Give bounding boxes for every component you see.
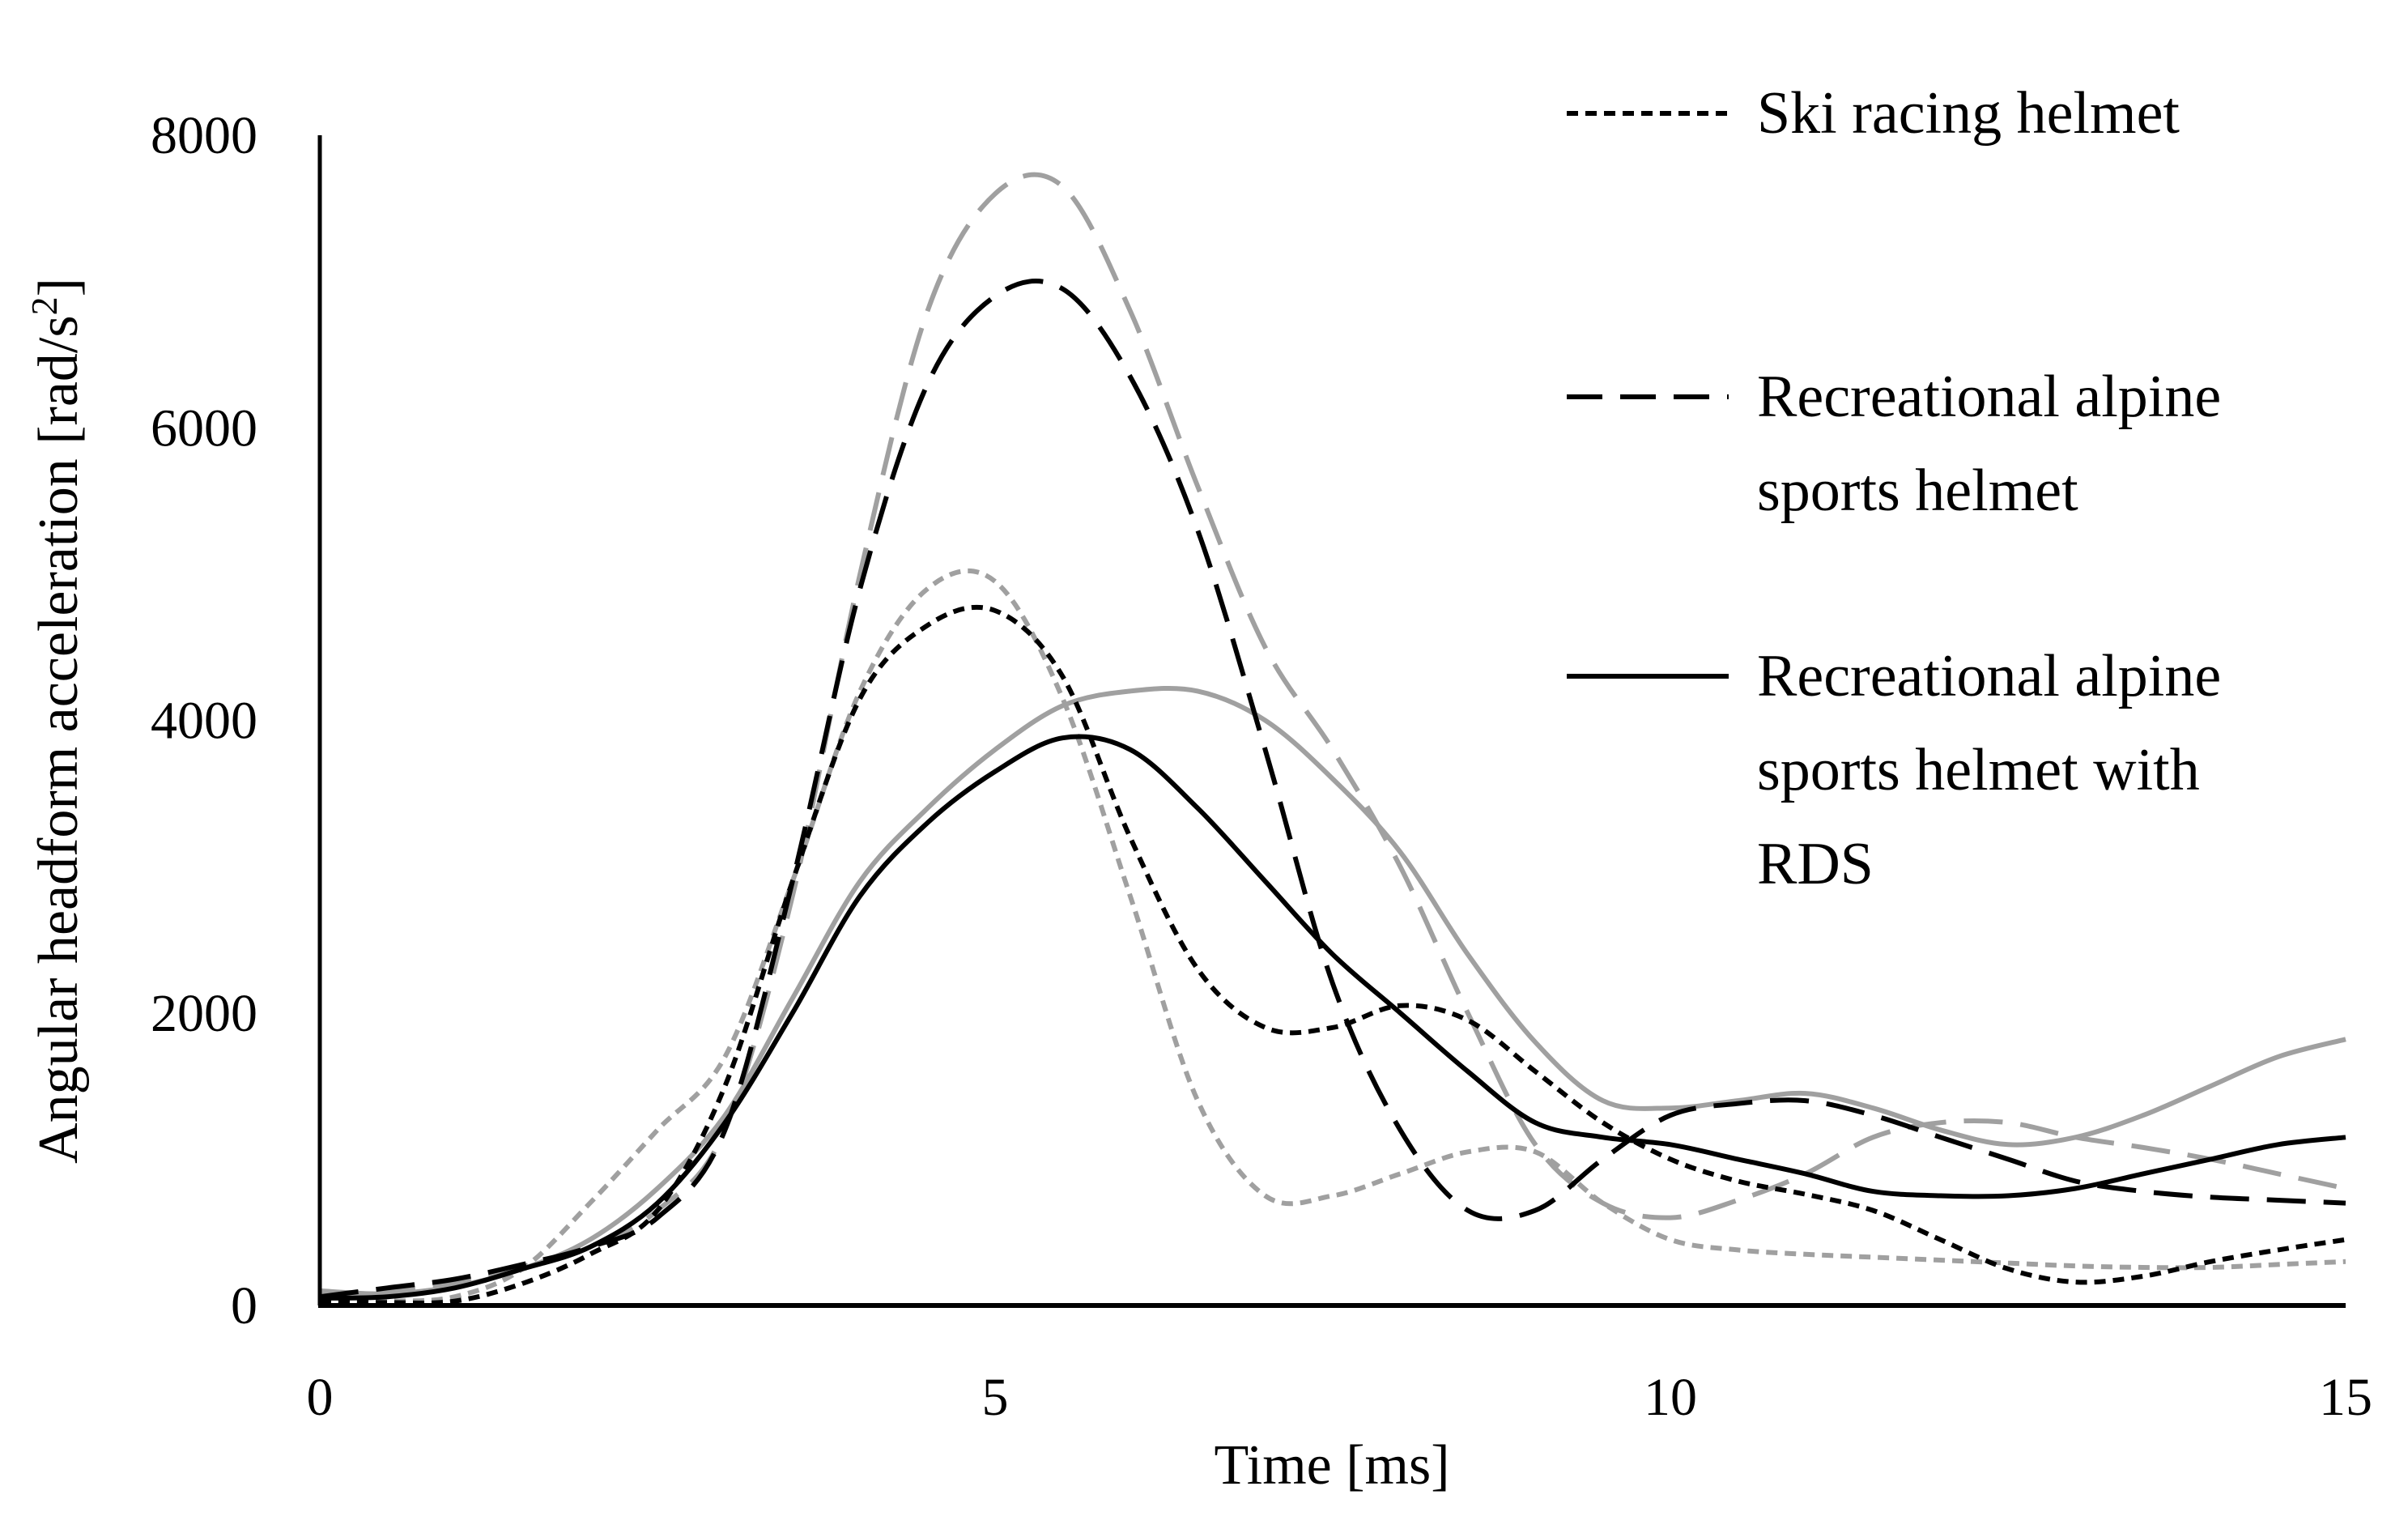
legend-label: Recreational alpine	[1757, 364, 2221, 430]
y-tick-labels: 0 2000 4000 6000 8000	[151, 106, 257, 1335]
series-line-dashed-grey	[319, 172, 2346, 1297]
x-tick-label: 15	[2319, 1368, 2372, 1427]
x-tick-label: 5	[982, 1368, 1009, 1427]
y-axis-title-main: Angular headform acceleration [rad/s	[28, 315, 90, 1164]
legend-label: sports helmet with	[1757, 737, 2200, 803]
series-line-dashed-black	[319, 279, 2346, 1300]
y-tick-label: 4000	[151, 692, 257, 751]
legend-label: RDS	[1757, 831, 1874, 897]
x-axis-title: Time [ms]	[1214, 1434, 1449, 1497]
legend-label: Recreational alpine	[1757, 643, 2221, 709]
series-line-solid-black	[319, 734, 2346, 1301]
y-axis-title: Angular headform acceleration [rad/s2]	[23, 278, 91, 1164]
y-tick-label: 8000	[151, 106, 257, 165]
y-tick-label: 6000	[151, 398, 257, 458]
x-tick-label: 0	[307, 1368, 334, 1427]
series-line-solid-grey	[319, 685, 2346, 1297]
y-tick-label: 0	[231, 1276, 257, 1335]
plot-area	[317, 135, 2346, 1308]
series-line-dotted-black	[319, 604, 2346, 1305]
legend-label: sports helmet	[1757, 458, 2078, 524]
legend-label: Ski racing helmet	[1757, 80, 2180, 147]
y-axis-title-end: ]	[28, 278, 90, 296]
y-tick-label: 2000	[151, 984, 257, 1043]
x-tick-label: 10	[1644, 1368, 1697, 1427]
legend: Ski racing helmet Recreational alpine spor…	[1567, 80, 2221, 897]
y-axis-title-superscript: 2	[23, 296, 65, 315]
x-tick-labels: 0 5 10 15	[307, 1368, 2373, 1427]
series-layer	[319, 172, 2346, 1305]
